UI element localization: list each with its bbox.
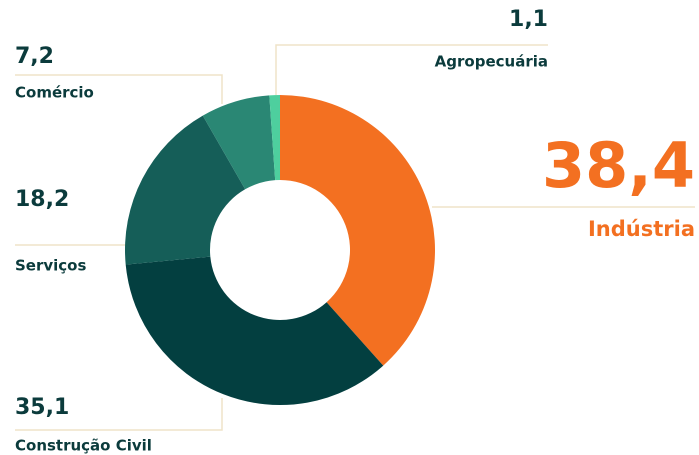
donut-slice [125,256,384,405]
value-label: 35,1 [15,395,69,420]
category-label: Agropecuária [435,53,548,71]
leader-line [15,74,223,104]
donut-slice [125,115,246,265]
value-label: 38,4 [542,129,695,202]
category-label: Comércio [15,84,94,102]
category-label: Indústria [588,217,695,241]
donut-slice [202,95,276,190]
value-label: 18,2 [15,187,69,212]
leader-line [15,398,223,431]
leader-line [275,44,548,95]
category-label: Serviços [15,257,86,275]
value-label: 7,2 [15,44,54,69]
category-label: Construção Civil [15,437,152,455]
donut-slice [280,95,435,366]
value-label: 1,1 [509,7,548,32]
donut-slice [269,95,280,181]
